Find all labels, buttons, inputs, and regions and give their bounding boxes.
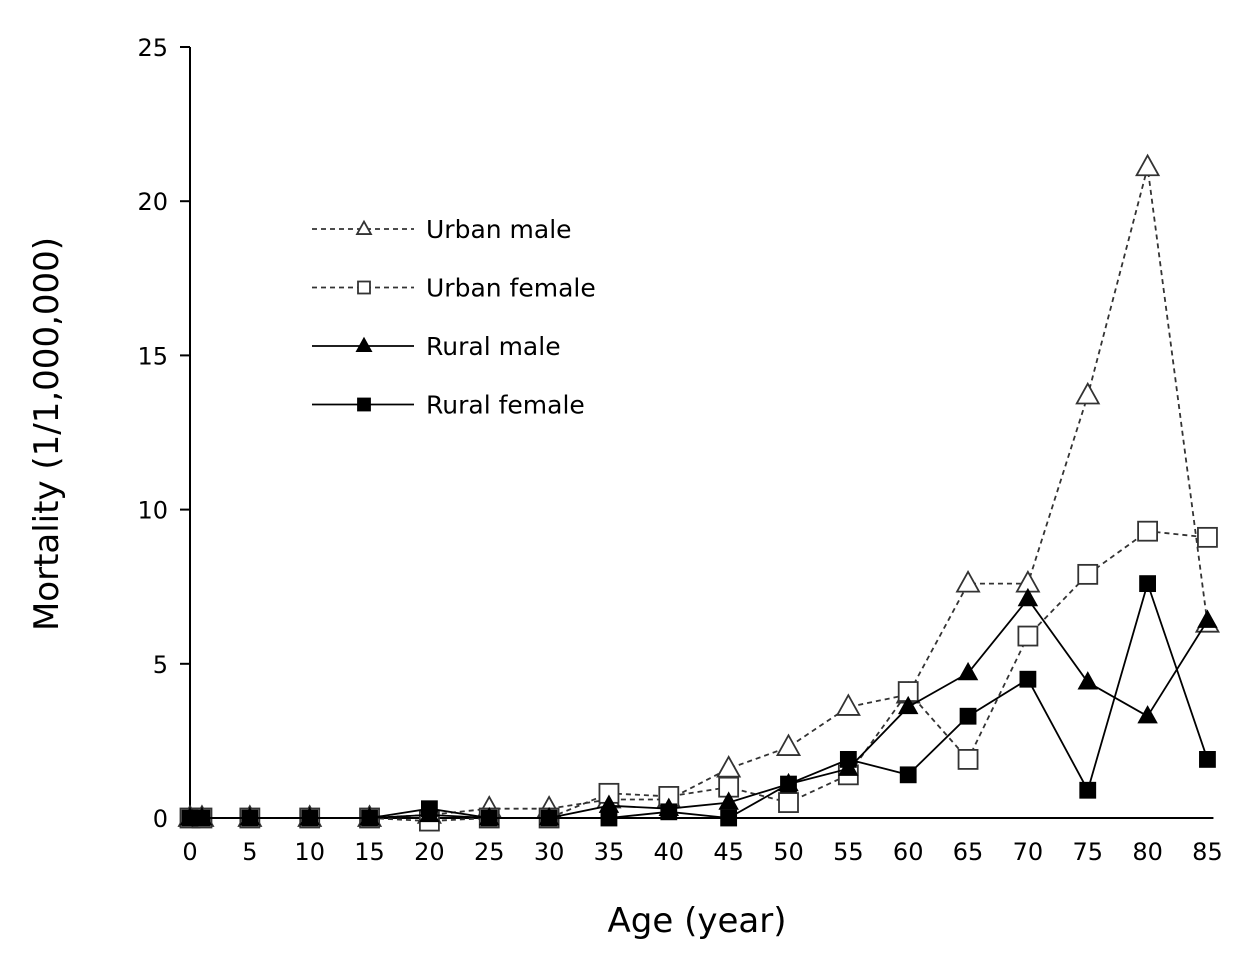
data-point-urban-female — [1197, 526, 1218, 548]
y-tick-label: 25 — [137, 34, 168, 62]
x-tick-label: 55 — [833, 838, 864, 866]
data-point-rural-female — [1199, 751, 1216, 768]
legend: Urban male Urban female Rural male Rural fe… — [312, 215, 596, 420]
x-tick-label: 0 — [182, 838, 197, 866]
data-point-urban-female — [1017, 625, 1039, 647]
series-layer — [177, 153, 1221, 832]
y-axis-ticks: 0 5 10 15 20 25 — [137, 34, 190, 833]
legend-marker — [355, 336, 373, 352]
legend-marker — [357, 397, 371, 412]
y-tick-label: 10 — [137, 497, 168, 525]
data-point-rural-female — [720, 809, 738, 827]
data-point-rural-female — [193, 809, 211, 827]
legend-label: Rural male — [426, 332, 561, 361]
y-tick-label: 0 — [153, 805, 168, 833]
x-tick-label: 30 — [534, 838, 565, 866]
x-tick-label: 85 — [1192, 838, 1223, 866]
data-point-rural-female — [899, 766, 917, 784]
x-tick-label: 25 — [474, 838, 505, 866]
x-tick-label: 60 — [893, 838, 924, 866]
y-tick-label: 20 — [137, 188, 168, 216]
data-point-rural-female — [540, 809, 558, 827]
series-urban-male — [177, 153, 1221, 827]
x-tick-label: 65 — [953, 838, 984, 866]
data-point-urban-male — [955, 569, 981, 593]
x-tick-label: 5 — [242, 838, 257, 866]
y-tick-label: 15 — [137, 342, 168, 370]
x-tick-label: 15 — [354, 838, 385, 866]
x-axis-ticks: 0 5 10 15 20 25 30 35 40 45 50 55 60 65 70 75 80 85 — [182, 838, 1222, 866]
data-point-rural-female — [839, 751, 857, 768]
data-point-urban-male — [775, 733, 802, 756]
data-point-rural-female — [420, 800, 438, 818]
data-point-rural-female — [361, 809, 378, 827]
legend-item-rural-female: Rural female — [312, 391, 585, 420]
x-tick-label: 70 — [1013, 838, 1044, 866]
data-point-rural-female — [600, 809, 618, 827]
data-point-rural-female — [1139, 575, 1156, 593]
legend-item-urban-male: Urban male — [312, 215, 572, 244]
x-tick-label: 35 — [594, 838, 625, 866]
chart-axes — [189, 47, 1214, 819]
data-point-urban-male — [835, 693, 861, 716]
data-point-urban-female — [1077, 563, 1099, 585]
data-point-rural-female — [1079, 781, 1097, 799]
y-tick-label: 5 — [153, 651, 168, 679]
data-point-rural-male — [957, 661, 979, 681]
x-tick-label: 80 — [1132, 838, 1163, 866]
data-point-rural-female — [660, 803, 678, 821]
data-point-rural-female — [480, 809, 498, 827]
x-tick-label: 45 — [713, 838, 744, 866]
data-point-urban-male — [1135, 153, 1161, 177]
data-point-rural-male — [1017, 587, 1039, 607]
data-point-rural-female — [1019, 670, 1037, 688]
series-line-rural-male — [190, 597, 1209, 819]
data-point-urban-female — [778, 792, 799, 813]
legend-label: Rural female — [426, 391, 585, 420]
data-point-rural-male — [1077, 671, 1098, 690]
x-tick-label: 50 — [773, 838, 804, 866]
data-point-urban-male — [716, 755, 742, 778]
legend-item-rural-male: Rural male — [312, 332, 561, 361]
series-line-rural-female — [190, 580, 1209, 819]
x-tick-label: 10 — [294, 838, 325, 866]
legend-marker — [357, 280, 371, 295]
series-line-urban-male — [190, 167, 1209, 819]
data-point-urban-female — [957, 749, 979, 770]
legend-marker — [355, 219, 373, 235]
data-point-rural-male — [718, 791, 739, 810]
data-point-rural-female — [959, 707, 977, 725]
data-point-rural-male — [1197, 609, 1218, 628]
series-rural-female — [181, 575, 1216, 827]
data-point-urban-male — [1075, 381, 1101, 405]
data-point-rural-female — [780, 775, 797, 793]
series-line-urban-female — [190, 530, 1208, 823]
data-point-rural-male — [897, 695, 919, 715]
data-point-rural-female — [301, 809, 319, 827]
data-point-rural-female — [241, 809, 259, 827]
legend-label: Urban female — [426, 274, 596, 303]
series-rural-male — [179, 587, 1218, 826]
y-axis-title: Mortality (1/1,000,000) — [27, 237, 67, 631]
data-point-urban-female — [1137, 520, 1158, 542]
data-point-rural-male — [1137, 705, 1158, 724]
x-tick-label: 40 — [654, 838, 685, 866]
legend-label: Urban male — [426, 215, 572, 244]
legend-item-urban-female: Urban female — [312, 274, 596, 303]
x-tick-label: 20 — [414, 838, 445, 866]
x-axis-title: Age (year) — [608, 901, 787, 941]
x-tick-label: 75 — [1072, 838, 1103, 866]
